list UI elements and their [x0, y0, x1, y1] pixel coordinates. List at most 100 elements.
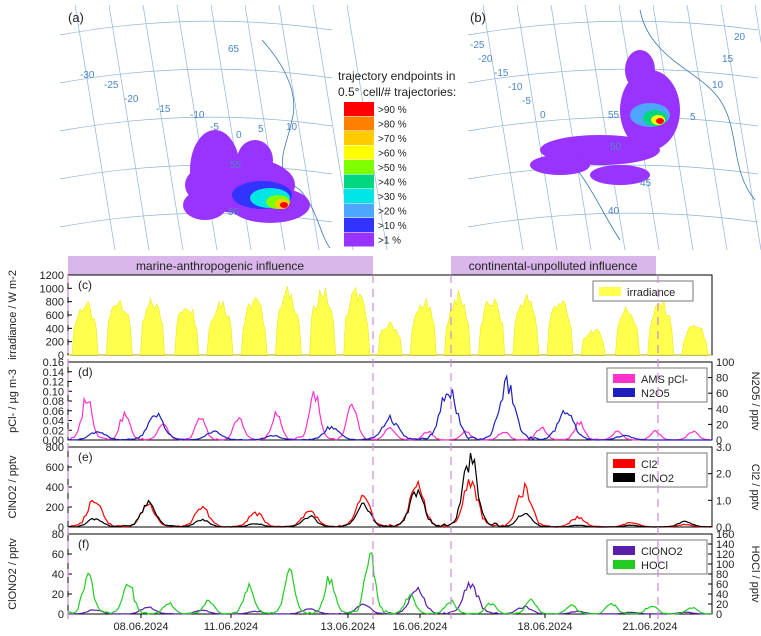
- map-grid-label: 15: [722, 54, 734, 65]
- meridian-line: [142, 4, 184, 251]
- y2-tick-label: 40: [716, 589, 728, 601]
- y2-tick-label: 20: [716, 599, 728, 611]
- legend-label: AMS pCl-: [641, 374, 688, 386]
- map-grid-label: 50: [610, 142, 622, 153]
- x-tick-label: 18.06.2024: [517, 621, 572, 633]
- y2-tick-label: 3.0: [716, 442, 731, 454]
- legend-label: >10 %: [378, 221, 407, 232]
- band-marine: [68, 256, 373, 275]
- trajectory-density-core: [656, 118, 664, 124]
- y-axis-label: pCl- / µg m-3: [7, 369, 19, 433]
- series-clno2: [67, 452, 712, 528]
- legend-swatch: [344, 145, 374, 160]
- y-tick-label: 800: [46, 442, 64, 454]
- series-hocl: [67, 552, 712, 615]
- map-grid-label: 0: [236, 130, 242, 141]
- legend-label: Cl2: [641, 459, 658, 471]
- y2-tick-label: 0: [716, 609, 722, 621]
- y2-axis-label: N2O5 / pptv: [749, 372, 761, 431]
- legend-swatch: [344, 102, 374, 116]
- trajectory-density-cell: [625, 50, 655, 90]
- map-grid-label: 0: [540, 110, 546, 121]
- y-tick-label: 0.10: [43, 386, 64, 398]
- y-tick-label: 1000: [40, 283, 64, 295]
- legend-swatch: [344, 189, 374, 203]
- map-grid-label: -15: [156, 104, 171, 115]
- parallel-line: [59, 68, 333, 84]
- y2-tick-label: 120: [716, 549, 734, 561]
- series-n2o5: [67, 373, 712, 441]
- y-tick-label: 400: [46, 323, 64, 335]
- y2-tick-label: 0.0: [716, 522, 731, 534]
- x-tick-label: 08.06.2024: [113, 621, 168, 633]
- map-grid-label: 65: [228, 44, 240, 55]
- y-axis-label: ClONO2 / pptv: [7, 538, 19, 610]
- y-tick-label: 200: [46, 502, 64, 514]
- y2-tick-label: 60: [716, 388, 728, 400]
- legend-label: >40 %: [378, 178, 407, 189]
- band-marine-label: marine-anthropogenic influence: [136, 259, 304, 273]
- y-tick-label: 0.12: [43, 377, 64, 389]
- panel-label: (d): [78, 365, 93, 379]
- map-grid-label: -25: [104, 80, 119, 91]
- legend-label: HOCl: [641, 560, 668, 572]
- panel-label: (c): [78, 278, 92, 292]
- map-grid-label: 5: [690, 112, 696, 123]
- legend-label: >60 %: [378, 149, 407, 160]
- legend-title-line2: 0.5° cell/# trajectories:: [338, 85, 456, 99]
- legend-swatch: [599, 287, 621, 296]
- band-continental-label: continental-unpolluted influence: [469, 259, 638, 273]
- meridian-line: [686, 4, 728, 251]
- map-grid-label: -10: [190, 110, 205, 121]
- map-grid-label: -15: [494, 68, 509, 79]
- y2-tick-label: 100: [716, 357, 734, 369]
- y2-tick-label: 100: [716, 559, 734, 571]
- y2-tick-label: 60: [716, 579, 728, 591]
- x-tick-label: 11.06.2024: [204, 621, 258, 633]
- legend-swatch: [613, 374, 635, 383]
- period-separators: [67, 275, 659, 620]
- map-a: (a) 65 -30 -25 -20 -15 -10 -5 0 5 10 55 50: [59, 4, 388, 251]
- y-tick-label: 0.16: [43, 357, 64, 369]
- series-irradiance: [68, 286, 712, 356]
- legend-swatch: [613, 459, 635, 468]
- map-grid-label: 55: [230, 160, 242, 171]
- map-grid-label: -10: [508, 82, 523, 93]
- panel-d: (d) 0.000.020.040.060.080.100.120.140.16 p…: [7, 357, 761, 447]
- meridian-line: [176, 4, 218, 251]
- map-grid-label: 50: [228, 207, 240, 218]
- y2-tick-label: 80: [716, 373, 728, 385]
- map-a-legend: trajectory endpoints in 0.5° cell/# traj…: [338, 69, 456, 247]
- meridian-line: [720, 4, 761, 251]
- y-tick-label: 0.08: [43, 396, 64, 408]
- y-tick-label: 1200: [40, 270, 64, 282]
- x-tick-label: 16.06.2024: [392, 621, 447, 633]
- map-grid-label: 10: [286, 122, 298, 133]
- y-tick-label: 0: [58, 609, 64, 621]
- legend-swatch: [344, 160, 374, 174]
- y-tick-label: 0.14: [43, 367, 64, 379]
- parallel-line: [59, 20, 333, 36]
- trajectory-density-cell: [183, 190, 227, 220]
- legend-swatch: [613, 473, 635, 482]
- band-continental: [451, 256, 656, 275]
- trajectory-density-cell: [590, 165, 650, 185]
- parallel-line: [467, 68, 759, 84]
- parallel-line: [59, 116, 333, 132]
- meridian-line: [584, 4, 626, 251]
- y2-tick-label: 160: [716, 529, 734, 541]
- y-tick-label: 80: [52, 529, 64, 541]
- y2-tick-label: 2.0: [716, 469, 731, 481]
- y2-tick-label: 20: [716, 419, 728, 431]
- y-tick-label: 200: [46, 337, 64, 349]
- panel-label: (e): [78, 450, 93, 464]
- coastline: [261, 39, 331, 249]
- y-tick-label: 0.00: [43, 435, 64, 447]
- map-grid-label: -20: [124, 94, 139, 105]
- legend-label: >50 %: [378, 163, 407, 174]
- map-b-label: (b): [470, 10, 486, 25]
- legend-swatch: [613, 560, 635, 569]
